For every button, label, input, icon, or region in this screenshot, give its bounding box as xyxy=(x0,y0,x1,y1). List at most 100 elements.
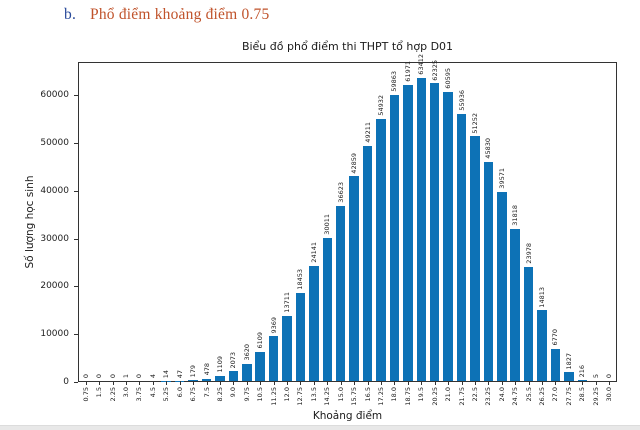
x-axis-tick-label: 10.5 xyxy=(256,387,265,402)
x-axis-tick-label: 29.25 xyxy=(591,387,600,406)
bar-slot: 5 29.25 xyxy=(589,63,602,406)
y-axis-tick xyxy=(74,143,78,145)
bar-slot: 478 7.5 xyxy=(200,63,213,397)
bar xyxy=(550,348,561,381)
bar-value-label: 13711 xyxy=(283,291,292,313)
bar xyxy=(201,378,212,381)
x-axis-tick-label: 13.5 xyxy=(309,387,318,402)
bar-slot: 0 2.25 xyxy=(106,63,119,402)
x-axis-tick xyxy=(85,381,87,385)
bar xyxy=(510,229,520,381)
bar xyxy=(282,315,292,381)
bar xyxy=(215,375,225,381)
x-axis-tick-label: 2.25 xyxy=(108,387,117,402)
bar-value-label: 216 xyxy=(578,364,587,377)
bar-slot: 9369 11.25 xyxy=(267,63,280,406)
x-axis-tick xyxy=(287,381,289,385)
bar-value-label: 51252 xyxy=(470,112,479,134)
x-axis-tick xyxy=(166,381,168,385)
bar-slot: 179 6.75 xyxy=(186,63,199,401)
bar-slot: 24141 13.5 xyxy=(307,63,320,401)
x-axis-tick-label: 14.25 xyxy=(323,387,332,406)
bar xyxy=(564,372,574,381)
y-axis-tick xyxy=(74,286,78,288)
bar-slot: 51252 22.5 xyxy=(468,63,481,401)
bar-value-label: 6109 xyxy=(256,332,265,349)
x-axis-tick-label: 24.0 xyxy=(497,387,506,402)
x-axis-label: Khoảng điểm xyxy=(312,410,383,422)
x-axis-tick xyxy=(139,381,141,385)
x-axis-tick xyxy=(474,381,476,385)
x-axis-tick xyxy=(582,381,584,385)
bar-value-label: 24141 xyxy=(309,242,318,263)
section-heading-text: Phổ điểm khoảng điểm 0.75 xyxy=(90,6,270,23)
bar-value-label: 31818 xyxy=(511,205,520,227)
bar-value-label: 61971 xyxy=(403,61,412,83)
x-axis-tick-label: 6.0 xyxy=(175,387,184,398)
y-axis-tick-label: 50000 xyxy=(40,138,69,149)
x-axis-tick xyxy=(528,381,530,385)
bar-slot: 0 1.5 xyxy=(92,63,105,397)
bar-slot: 1 3.0 xyxy=(119,63,132,397)
x-axis-tick-label: 21.75 xyxy=(457,387,466,406)
chart-title: Biểu đồ phổ điểm thi THPT tổ hợp D01 xyxy=(241,40,454,53)
bar-slot: 23978 25.5 xyxy=(522,63,535,401)
bar-value-label: 49211 xyxy=(363,122,372,143)
x-axis-tick xyxy=(407,381,409,385)
bar-value-label: 45830 xyxy=(484,138,493,160)
bar-value-label: 14813 xyxy=(538,286,547,308)
bar-value-label: 6770 xyxy=(551,329,560,346)
x-axis-tick xyxy=(461,381,463,385)
x-axis-tick xyxy=(193,381,195,385)
bar-value-label: 62325 xyxy=(430,59,439,81)
bar-slot: 36623 15.0 xyxy=(334,63,347,401)
x-axis-tick xyxy=(327,381,329,385)
x-axis-tick xyxy=(219,381,221,385)
bar-slot: 39571 24.0 xyxy=(495,63,508,401)
x-axis-tick xyxy=(206,381,208,385)
y-axis-tick xyxy=(74,190,78,192)
x-axis-tick-label: 28.5 xyxy=(578,387,587,402)
bar-slot: 6109 10.5 xyxy=(253,63,266,401)
bar-slot: 31818 24.75 xyxy=(509,63,522,406)
bar-value-label: 47 xyxy=(175,369,184,378)
x-axis-tick-label: 30.0 xyxy=(605,387,614,402)
bar-slot: 216 28.5 xyxy=(576,63,589,401)
page-bottom-strip xyxy=(0,425,640,430)
x-axis-tick-label: 4.5 xyxy=(148,387,157,398)
bar xyxy=(242,363,252,381)
bar xyxy=(389,95,400,381)
x-axis-tick xyxy=(421,381,423,385)
x-axis-tick-label: 3.0 xyxy=(121,387,130,398)
x-axis-tick-label: 1.5 xyxy=(95,387,104,398)
x-axis-tick xyxy=(152,381,154,385)
x-axis-tick xyxy=(354,381,356,385)
bar xyxy=(523,266,534,381)
y-axis-tick xyxy=(74,334,78,336)
bar-value-label: 0 xyxy=(135,373,144,378)
bar-value-label: 14 xyxy=(162,369,171,378)
bar xyxy=(403,85,413,381)
section-heading-marker: b. xyxy=(64,6,77,23)
x-axis-tick-label: 15.75 xyxy=(350,387,359,406)
x-axis-tick-label: 22.5 xyxy=(470,387,479,402)
x-axis-tick xyxy=(273,381,275,385)
y-axis-tick-label: 40000 xyxy=(40,185,69,196)
bar-slot: 60595 21.0 xyxy=(441,63,454,401)
bar-value-label: 42859 xyxy=(350,152,359,174)
x-axis-tick xyxy=(448,381,450,385)
bar-value-label: 9369 xyxy=(269,316,278,334)
y-axis-tick xyxy=(74,238,78,240)
bar-slot: 6770 27.0 xyxy=(549,63,562,401)
bar xyxy=(268,336,279,381)
bar xyxy=(483,162,494,381)
bar xyxy=(349,176,359,381)
x-axis-tick-label: 20.25 xyxy=(430,387,439,406)
y-axis-tick-label: 0 xyxy=(63,377,69,387)
bar-slot: 49211 16.5 xyxy=(361,63,374,401)
x-axis-tick xyxy=(340,381,342,385)
x-axis-tick xyxy=(542,381,544,385)
bar-slot: 55936 21.75 xyxy=(455,63,468,406)
bar-value-label: 0 xyxy=(95,373,104,378)
bar xyxy=(255,351,265,381)
